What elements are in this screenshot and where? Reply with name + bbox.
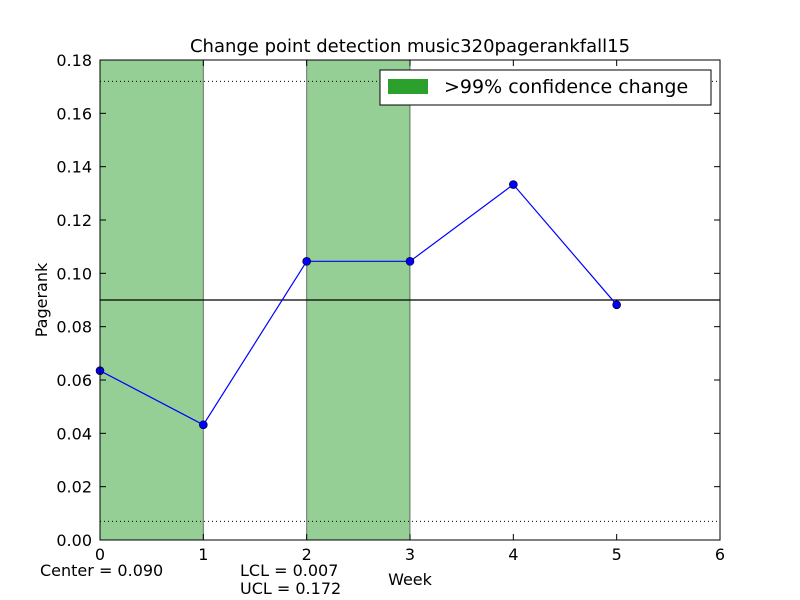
center-annotation: Center = 0.090 [40, 561, 163, 580]
y-axis-label: Pagerank [32, 262, 51, 337]
y-tick-label: 0.04 [56, 424, 92, 443]
data-point [405, 257, 415, 266]
x-tick-label: 0 [95, 545, 105, 564]
y-tick-label: 0.12 [56, 211, 92, 230]
legend-label: >99% confidence change [444, 76, 688, 98]
y-tick-label: 0.10 [56, 264, 92, 283]
y-tick-label: 0.14 [56, 158, 92, 177]
series-line-0 [99, 183, 618, 426]
x-axis-label: Week [388, 570, 433, 589]
data-point [509, 180, 518, 189]
data-point [302, 257, 311, 266]
x-tick-label: 3 [405, 545, 415, 564]
x-tick-label: 5 [612, 545, 622, 564]
chart-title: Change point detection music320pagerankf… [190, 36, 630, 57]
legend-box [379, 69, 712, 106]
axis-ticks: 0 1 2 3 4 5 6 0.00 0.02 0.04 0.06 0.08 0.10 0.12 0.14 0… [56, 51, 725, 564]
x-tick-label: 4 [508, 545, 518, 564]
ucl-annotation: UCL = 0.172 [240, 579, 341, 598]
legend-swatch [388, 79, 428, 94]
data-point [612, 300, 621, 310]
y-tick-label: 0.06 [56, 371, 92, 390]
lcl-annotation: LCL = 0.007 [240, 561, 338, 580]
y-tick-label: 0.18 [56, 51, 92, 70]
y-tick-label: 0.08 [56, 318, 92, 337]
y-tick-label: 0.00 [56, 531, 92, 550]
x-tick-label: 2 [302, 545, 312, 564]
legend: >99% confidence change [379, 69, 712, 106]
data-point [199, 420, 208, 430]
x-tick-label: 1 [198, 545, 208, 564]
y-tick-label: 0.16 [56, 104, 92, 123]
x-tick-label: 6 [715, 545, 725, 564]
y-tick-label: 0.02 [56, 478, 92, 497]
